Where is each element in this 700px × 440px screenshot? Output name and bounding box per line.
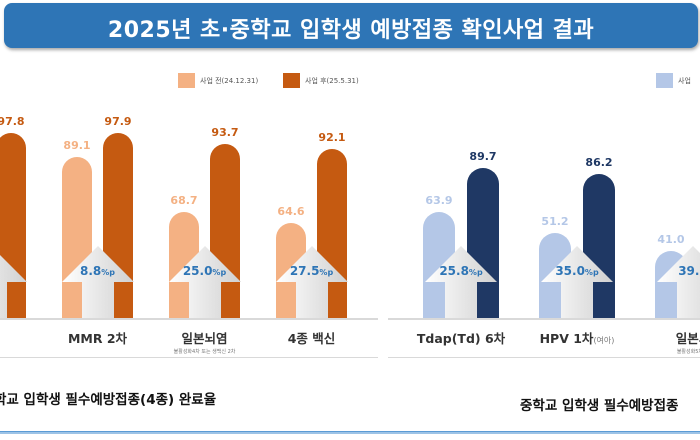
bottom-rule xyxy=(0,431,700,434)
increase-value: 35.0 xyxy=(555,264,585,278)
category-label: 일본뇌 xyxy=(633,328,700,347)
value-label-before: 41.0 xyxy=(657,232,685,246)
baseline xyxy=(388,318,700,320)
value-label-before: 63.9 xyxy=(425,193,453,207)
chart-caption: 학교 입학생 필수예방접종(4종) 완료율 xyxy=(0,392,217,408)
value-label-after: 86.2 xyxy=(585,155,613,169)
increase-label: 39.3 xyxy=(657,264,700,278)
legend-label-after: 사업 후(25.5.31) xyxy=(305,76,359,85)
value-label-after: 92.1 xyxy=(318,130,346,144)
title-banner: 2025년 초·중학교 입학생 예방접종 확인사업 결과 xyxy=(4,3,698,48)
value-label-after: 97.9 xyxy=(104,115,132,128)
legend-label-before: 사업 전(24.12.31) xyxy=(200,76,259,85)
increase-arrow-icon: %p xyxy=(0,246,27,318)
increase-label: 27.5%p xyxy=(276,264,348,278)
legend-before: 사업 전(24.12.31) xyxy=(178,73,258,88)
increase-arrow-icon: 25.8%p xyxy=(425,246,497,318)
label-divider xyxy=(0,357,378,358)
category-label: MMR 2차 xyxy=(38,328,158,347)
label-divider xyxy=(388,357,700,358)
increase-arrow-icon: 27.5%p xyxy=(275,246,348,318)
category-label: 4종 백신 xyxy=(252,328,372,347)
middle-school-chart: 사업 중학교 입학생 필수예방접종 63.9 89.7 25.8%p Tdap(Td)… xyxy=(388,55,700,430)
baseline xyxy=(0,318,378,320)
category-name: 4종 백신 xyxy=(287,331,336,346)
chart-caption: 중학교 입학생 필수예방접종 xyxy=(520,398,679,414)
value-label-before: 68.7 xyxy=(170,193,198,207)
increase-unit: %p xyxy=(212,268,227,277)
legend-swatch-after xyxy=(283,73,300,88)
increase-value: 39.3 xyxy=(678,264,700,278)
category-name: MMR 2차 xyxy=(67,331,128,346)
value-label-after: 89.7 xyxy=(469,150,497,163)
category-note: 불활성화4차 또는 생백신 2차 xyxy=(173,349,236,355)
legend-before: 사업 xyxy=(656,73,691,88)
value-label-before: 89.1 xyxy=(63,138,91,152)
increase-label: 8.8%p xyxy=(62,264,134,278)
increase-arrow-icon: 39.3 xyxy=(657,246,700,318)
value-label-after: 97.8 xyxy=(0,115,25,129)
value-label-before: 51.2 xyxy=(541,215,569,229)
increase-value: 25.0 xyxy=(182,264,213,278)
increase-arrow-icon: 25.0%p xyxy=(168,246,241,318)
increase-unit: %p xyxy=(101,268,115,277)
increase-value: 25.8 xyxy=(439,264,469,278)
increase-arrow-icon: 8.8%p xyxy=(61,246,134,318)
increase-unit: %p xyxy=(319,268,334,277)
legend-after: 사업 후(25.5.31) xyxy=(283,73,359,88)
legend-swatch-before xyxy=(178,73,195,88)
category-suffix: (여아) xyxy=(593,336,615,345)
increase-arrow-icon: 35.0%p xyxy=(541,246,613,318)
elementary-chart: 사업 전(24.12.31) 사업 후(25.5.31) 학교 입학생 필수예방… xyxy=(0,55,378,430)
category-label: HPV 1차(여아) xyxy=(517,328,637,347)
increase-label: 35.0%p xyxy=(541,264,613,278)
category-label: Tdap(Td) 6차 xyxy=(401,328,521,347)
value-label-after: 93.7 xyxy=(211,126,239,140)
increase-label: %p xyxy=(0,264,27,278)
page-title: 2025년 초·중학교 입학생 예방접종 확인사업 결과 xyxy=(107,18,595,43)
legend-label-before: 사업 xyxy=(678,76,691,85)
category-label: 일본뇌염 xyxy=(145,328,265,347)
increase-value: 27.5 xyxy=(289,264,320,278)
value-label-before: 64.6 xyxy=(277,204,305,218)
increase-unit: %p xyxy=(584,268,599,277)
increase-value: 8.8 xyxy=(79,264,102,278)
category-name: HPV 1차 xyxy=(539,331,594,346)
category-name: 일본뇌 xyxy=(675,331,700,346)
increase-label: 25.8%p xyxy=(425,264,497,278)
category-name: 일본뇌염 xyxy=(181,331,228,346)
increase-label: 25.0%p xyxy=(169,264,241,278)
increase-unit: %p xyxy=(468,268,483,277)
category-note: 불활성화5차 또 xyxy=(676,349,700,355)
legend-swatch-before xyxy=(656,73,673,88)
category-name: Tdap(Td) 6차 xyxy=(416,331,506,346)
